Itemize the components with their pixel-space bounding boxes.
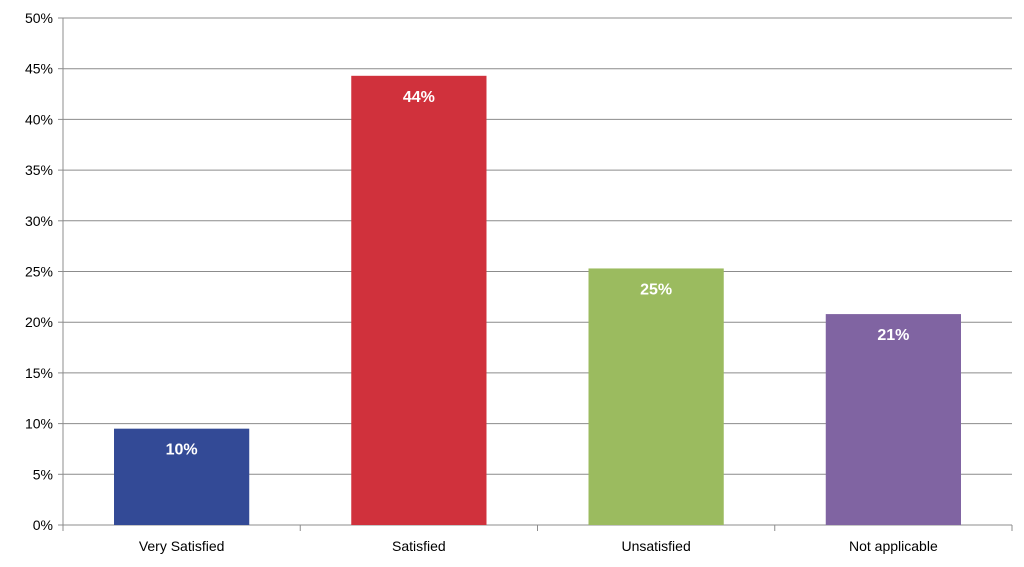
bar-satisfied — [351, 75, 487, 525]
y-tick-label: 10% — [25, 416, 53, 432]
y-tick-label: 5% — [33, 466, 53, 482]
y-tick-label: 50% — [25, 10, 53, 26]
bar-very-satisfied — [114, 428, 250, 525]
y-tick-label: 0% — [33, 517, 53, 533]
bars — [114, 75, 961, 525]
x-tick-label: Unsatisfied — [621, 538, 690, 554]
x-tick-label: Not applicable — [849, 538, 938, 554]
y-tick-label: 25% — [25, 264, 53, 280]
y-tick-label: 45% — [25, 61, 53, 77]
y-axis-tick-labels: 0% 5% 10% 15% 20% 25% 30% 35% 40% 45% 50% — [25, 10, 53, 533]
bar-not-applicable — [825, 314, 961, 525]
data-label: 10% — [166, 442, 198, 459]
y-tick-label: 20% — [25, 314, 53, 330]
data-label: 21% — [877, 327, 909, 344]
data-label: 25% — [640, 281, 672, 298]
x-tick-label: Satisfied — [392, 538, 446, 554]
data-label: 44% — [403, 89, 435, 106]
gridlines — [63, 17, 1012, 475]
x-axis-tick-labels: Very Satisfied Satisfied Unsatisfied Not ap… — [139, 538, 938, 554]
bar-unsatisfied — [588, 268, 724, 525]
y-tick-label: 40% — [25, 111, 53, 127]
x-tick-label: Very Satisfied — [139, 538, 225, 554]
y-tick-label: 30% — [25, 213, 53, 229]
data-labels: 10% 44% 25% 21% — [166, 89, 910, 459]
y-tick-label: 35% — [25, 162, 53, 178]
y-tick-label: 15% — [25, 365, 53, 381]
